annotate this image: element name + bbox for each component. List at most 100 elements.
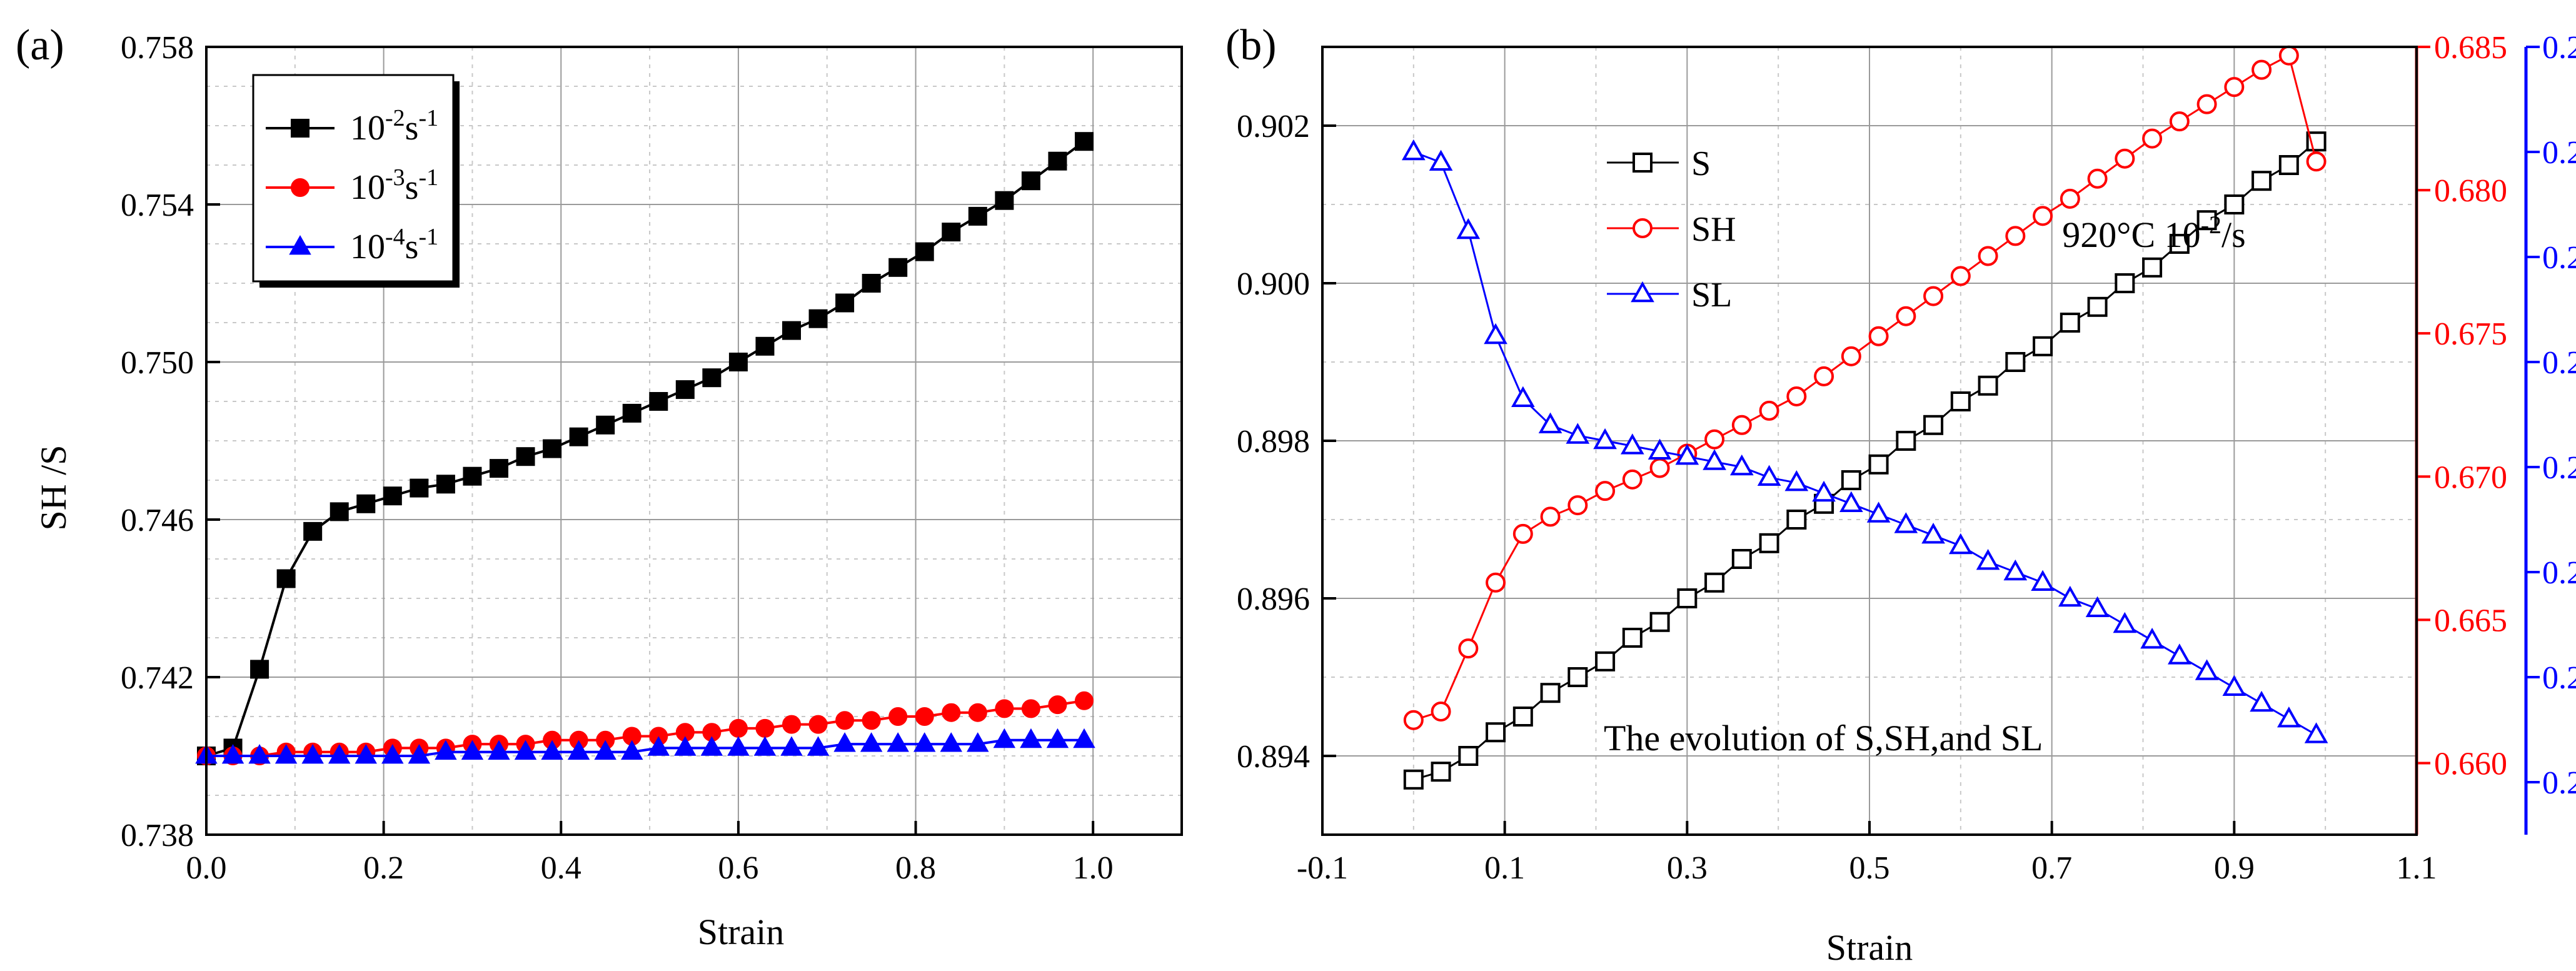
panel-a-series-0-point (888, 258, 908, 277)
panel-a-series-0-point (383, 486, 402, 506)
panel-b-series-SL-point (1621, 433, 1644, 455)
panel-b-series-SL-point (2113, 611, 2137, 633)
panel-b-series-SL-point (1538, 412, 1562, 433)
panel-b-series-SL-line (1413, 151, 2317, 736)
panel-b-x-tick-label: 0.1 (1484, 850, 1525, 886)
panel-b-series-S-point (2251, 171, 2272, 191)
panel-b-series-S-point (1923, 415, 1944, 435)
panel-a-legend-marker-0 (291, 119, 309, 138)
panel-a-series-1-point (1075, 691, 1094, 710)
panel-b-series-SL-point (1484, 323, 1507, 345)
panel-b-series-SH-point (1923, 286, 1944, 306)
panel-a-series-0-point (356, 494, 376, 513)
panel-b-series-S-point (1458, 746, 1479, 766)
panel-b-series-SH-point (1567, 495, 1588, 516)
panel-a-series-0-point (516, 447, 535, 466)
panel-b-blue-y-tick-label: 0.228 (2542, 345, 2576, 381)
panel-b-series-SH-point (1786, 386, 1807, 406)
panel-b-series-SH-line (1413, 54, 2318, 722)
panel-a-series-0-point (1048, 151, 1067, 171)
panel-b-series-SL-point (2085, 596, 2110, 617)
panel-b-label: (b) (1225, 21, 1277, 69)
panel-b-blue-y-tick-label: 0.232 (2542, 135, 2576, 171)
panel-b-series-S-point (1403, 769, 1424, 790)
panel-a-y-tick-label: 0.738 (121, 818, 194, 853)
panel-b-left-y-tick-label: 0.898 (1237, 424, 1310, 460)
panel-b-series-SH-point (2251, 59, 2272, 80)
panel-a-series-0-point (276, 569, 296, 588)
panel-a-series-0-point (622, 403, 641, 423)
panel-a-series-1-point (888, 707, 908, 726)
panel-a-series-0-point (330, 502, 349, 521)
panel-b-series-SL-point (1566, 423, 1590, 444)
panel-b-blue-y-tick-label: 0.234 (2542, 30, 2576, 66)
panel-a-series-1-point (968, 703, 987, 722)
panel-a-series-2-point (355, 743, 377, 764)
panel-b-series-SH-point (1978, 246, 1998, 266)
panel-b-series-SH-point (1649, 458, 1670, 478)
panel-a-series-2-point (780, 736, 803, 756)
panel-b-left-y-tick-label: 0.902 (1237, 109, 1310, 144)
panel-b-series-S-point (1512, 707, 1533, 727)
panel-a-series-2-point (594, 740, 616, 760)
panel-a-series-1-point (782, 715, 801, 734)
panel-b-series-SL-point (1784, 470, 1809, 491)
panel-a-series-2-point (860, 732, 883, 752)
panel-a-series-0-point (569, 427, 588, 446)
panel-b-series-S-point (1622, 628, 1643, 648)
panel-b-series-S-point (1841, 470, 1861, 490)
panel-a-series-0-point (1075, 132, 1094, 151)
panel-b-red-y-tick-label: 0.660 (2434, 746, 2507, 782)
panel-b-x-tick-label: 0.7 (2031, 850, 2072, 886)
panel-a-x-tick-label: 0.4 (541, 850, 581, 886)
panel-b-x-tick-label: 1.1 (2397, 850, 2437, 886)
panel-b-legend-marker-1 (1633, 218, 1653, 238)
panel-b-series-SL-point (2195, 659, 2219, 680)
panel-b-series-S-point (2278, 155, 2299, 175)
panel-b-series-SL-point (1894, 512, 1918, 533)
panel-a-label: (a) (16, 21, 64, 69)
panel-a-series-2-point (1046, 728, 1069, 748)
panel-a-series-2-point (328, 743, 351, 764)
panel-b-series-S-point (1978, 375, 1998, 396)
panel-b-left-y-tick-label: 0.900 (1237, 266, 1310, 302)
panel-a-series-0-point (649, 392, 668, 411)
panel-a-series-2-point (274, 743, 298, 764)
panel-a-series-0-point (728, 353, 748, 371)
panel-a-legend-label-2: 10-4s-1 (350, 224, 438, 266)
panel-a-y-tick-label: 0.750 (121, 345, 194, 381)
panel-a-series-1-line (206, 699, 1085, 757)
panel-b-series-SH-point (1896, 306, 1916, 326)
panel-a-legend: 10-2s-1 10-3s-1 10-4s-1 (252, 74, 460, 288)
panel-b-series-SH-point (2087, 168, 2108, 189)
panel-a-series-1-point (728, 718, 748, 738)
panel-b-series-SH-point (1950, 266, 1971, 286)
panel-a-x-tick-label: 0.8 (895, 850, 936, 886)
panel-b-series-SL-point (1402, 139, 1426, 161)
panel-b-series-SL-point (1976, 549, 2000, 570)
panel-b-series-SL-point (1648, 438, 1672, 460)
panel-b-series-SH-point (2224, 77, 2245, 98)
panel-b-series-SL-point (2168, 643, 2191, 665)
panel-b-series-S-point (1786, 510, 1807, 530)
panel-a-series-2-point (967, 732, 989, 752)
panel-b-series-S-point (1540, 683, 1561, 703)
panel-b-series-SH-point (2060, 188, 2080, 209)
panel-a-legend-label-0: 10-2s-1 (350, 105, 438, 148)
panel-b-x-tick-label: 0.5 (1849, 850, 1890, 886)
panel-b-legend-marker-0 (1633, 153, 1653, 173)
panel-a-series-0-point (490, 459, 508, 478)
panel-b-left-y-tick-label: 0.894 (1237, 739, 1310, 775)
panel-a-series-2-point (1020, 728, 1042, 748)
panel-a-series-0-point (250, 660, 269, 679)
panel-b-series-SH-point (1403, 710, 1424, 730)
panel-a-series-0-point (915, 242, 934, 261)
panel-a-series-2-point (621, 740, 643, 760)
panel-a-series-2-point (700, 736, 723, 756)
panel-b: (b) -0.1 0.1 0.3 0.5 0.7 0.9 1.1 0.894 0.896 0.89… (1225, 21, 2576, 968)
panel-b-red-y-tick-label: 0.680 (2434, 173, 2507, 209)
panel-b-blue-y-tick-label: 0.224 (2542, 555, 2576, 591)
panel-b-series-SH-point (1704, 429, 1725, 450)
panel-a-series-2-point (408, 743, 431, 764)
